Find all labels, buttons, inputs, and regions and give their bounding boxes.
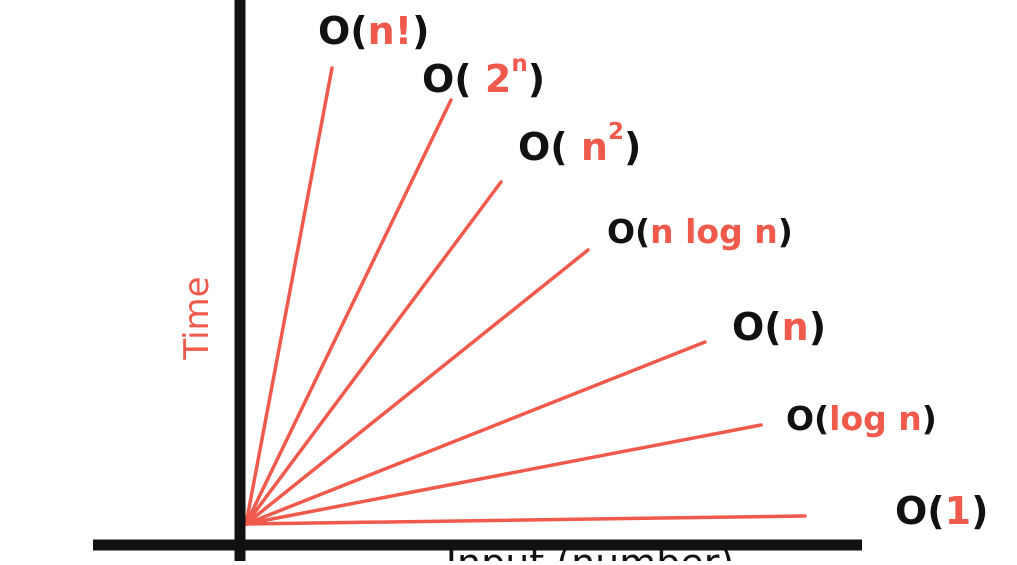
- quadratic-label: O( n2): [518, 119, 641, 169]
- linearithmic-label: O(n log n): [607, 212, 793, 251]
- x-axis-label: Input (number): [446, 541, 734, 561]
- linear-line: [244, 340, 707, 526]
- constant-line: [244, 514, 807, 526]
- factorial-line: [244, 66, 334, 526]
- exponential-line: [244, 98, 453, 526]
- quadratic-line: [244, 180, 503, 526]
- exponential-label: O( 2n): [422, 51, 545, 101]
- linearithmic-line: [244, 248, 590, 526]
- linear-label: O(n): [732, 305, 826, 349]
- complexity-lines: [244, 66, 807, 526]
- logarithmic-line: [244, 423, 763, 526]
- constant-label: O(1): [895, 489, 989, 533]
- y-axis-label: Time: [177, 276, 217, 360]
- complexity-labels: O(n!)O( 2n) O( n2) O(n log n) O(n) O(log n) O…: [318, 9, 989, 533]
- logarithmic-label: O(log n): [786, 399, 937, 438]
- factorial-label: O(n!): [318, 9, 429, 53]
